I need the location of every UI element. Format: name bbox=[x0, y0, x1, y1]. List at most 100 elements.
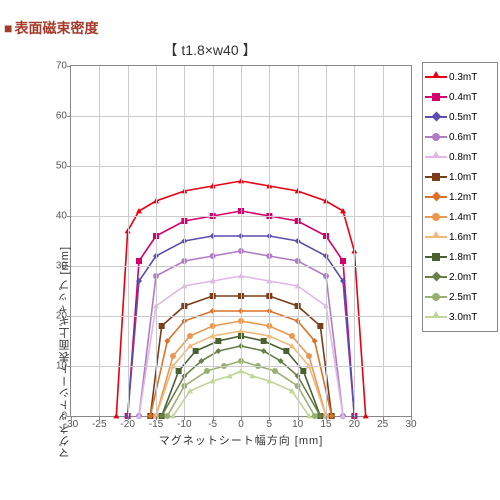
legend-marker bbox=[432, 133, 440, 141]
legend-line bbox=[425, 316, 447, 318]
legend-line bbox=[425, 276, 447, 278]
xtick-mark bbox=[71, 416, 72, 420]
gridline-v bbox=[298, 66, 299, 416]
xtick-label: -25 bbox=[92, 419, 106, 430]
legend-line bbox=[425, 96, 447, 98]
gridline-v bbox=[99, 66, 100, 416]
series-marker bbox=[300, 368, 306, 374]
series-marker bbox=[272, 368, 278, 374]
legend-label: 1.6mT bbox=[449, 232, 477, 243]
xtick-label: -30 bbox=[64, 419, 78, 430]
gridline-v bbox=[156, 66, 157, 416]
xtick-label: -15 bbox=[149, 419, 163, 430]
title-square: ■ bbox=[4, 20, 12, 36]
xtick-mark bbox=[269, 416, 270, 420]
legend-marker bbox=[432, 173, 440, 181]
series-marker bbox=[193, 348, 199, 354]
legend-line bbox=[425, 156, 447, 158]
legend-item: 2.0mT bbox=[425, 267, 495, 287]
series-marker bbox=[215, 338, 221, 344]
legend-label: 1.8mT bbox=[449, 252, 477, 263]
legend-line bbox=[425, 136, 447, 138]
legend-label: 2.0mT bbox=[449, 272, 477, 283]
series-marker bbox=[340, 258, 346, 264]
xtick-mark bbox=[241, 416, 242, 420]
gridline-v bbox=[326, 66, 327, 416]
legend-line bbox=[425, 196, 447, 198]
gridline-v bbox=[354, 66, 355, 416]
xtick-label: 10 bbox=[292, 419, 303, 430]
gridline-v bbox=[213, 66, 214, 416]
legend-line bbox=[425, 76, 447, 78]
gridline-v bbox=[383, 66, 384, 416]
ytick-label: 70 bbox=[43, 61, 67, 72]
series-marker bbox=[312, 413, 318, 419]
legend-item: 2.5mT bbox=[425, 287, 495, 307]
legend-line bbox=[425, 216, 447, 218]
title-text: 表面磁束密度 bbox=[14, 20, 98, 36]
xtick-mark bbox=[383, 416, 384, 420]
series-marker bbox=[170, 353, 176, 359]
legend-label: 1.4mT bbox=[449, 212, 477, 223]
ytick-mark bbox=[67, 216, 71, 217]
legend-marker bbox=[432, 213, 440, 221]
ytick-label: 20 bbox=[43, 311, 67, 322]
legend-label: 2.5mT bbox=[449, 292, 477, 303]
legend-item: 0.8mT bbox=[425, 147, 495, 167]
xtick-mark bbox=[184, 416, 185, 420]
xtick-label: 25 bbox=[377, 419, 388, 430]
xtick-mark bbox=[99, 416, 100, 420]
legend-line bbox=[425, 176, 447, 178]
series-marker bbox=[187, 333, 193, 339]
legend-item: 1.6mT bbox=[425, 227, 495, 247]
ytick-label: 40 bbox=[43, 211, 67, 222]
series-marker bbox=[363, 413, 369, 418]
series-marker bbox=[136, 208, 142, 213]
xtick-mark bbox=[213, 416, 214, 420]
legend-label: 1.2mT bbox=[449, 192, 477, 203]
legend-label: 0.6mT bbox=[449, 132, 477, 143]
legend-line bbox=[425, 256, 447, 258]
legend-label: 0.3mT bbox=[449, 72, 477, 83]
gridline-v bbox=[184, 66, 185, 416]
section-title: ■表面磁束密度 bbox=[4, 18, 98, 38]
series-marker bbox=[176, 368, 182, 374]
xtick-label: -10 bbox=[177, 419, 191, 430]
gridline-v bbox=[269, 66, 270, 416]
ytick-mark bbox=[67, 66, 71, 67]
xtick-mark bbox=[298, 416, 299, 420]
xtick-label: 0 bbox=[238, 419, 244, 430]
series-marker bbox=[204, 368, 210, 374]
xtick-label: 5 bbox=[267, 419, 273, 430]
legend-label: 3.0mT bbox=[449, 312, 477, 323]
series-marker bbox=[159, 323, 165, 329]
series-marker bbox=[340, 208, 346, 213]
ytick-mark bbox=[67, 316, 71, 317]
series-marker bbox=[317, 323, 323, 329]
series-marker bbox=[136, 258, 142, 264]
xtick-label: 20 bbox=[349, 419, 360, 430]
ytick-label: 50 bbox=[43, 161, 67, 172]
ytick-mark bbox=[67, 266, 71, 267]
legend-item: 1.4mT bbox=[425, 207, 495, 227]
ytick-label: 60 bbox=[43, 111, 67, 122]
legend-item: 1.0mT bbox=[425, 167, 495, 187]
ytick-mark bbox=[67, 116, 71, 117]
legend-marker bbox=[432, 231, 440, 238]
xtick-mark bbox=[326, 416, 327, 420]
legend-item: 0.3mT bbox=[425, 67, 495, 87]
x-axis-label: マグネットシート幅方向 [mm] bbox=[71, 432, 411, 448]
xtick-label: 15 bbox=[320, 419, 331, 430]
series-marker bbox=[289, 333, 295, 339]
ytick-label: 30 bbox=[43, 261, 67, 272]
xtick-mark bbox=[128, 416, 129, 420]
legend-line bbox=[425, 296, 447, 298]
legend-label: 0.4mT bbox=[449, 92, 477, 103]
series-marker bbox=[164, 413, 170, 419]
legend-marker bbox=[432, 112, 442, 122]
xtick-label: -5 bbox=[208, 419, 217, 430]
gridline-v bbox=[241, 66, 242, 416]
legend-marker bbox=[432, 293, 440, 301]
legend-item: 3.0mT bbox=[425, 307, 495, 327]
ytick-mark bbox=[67, 366, 71, 367]
